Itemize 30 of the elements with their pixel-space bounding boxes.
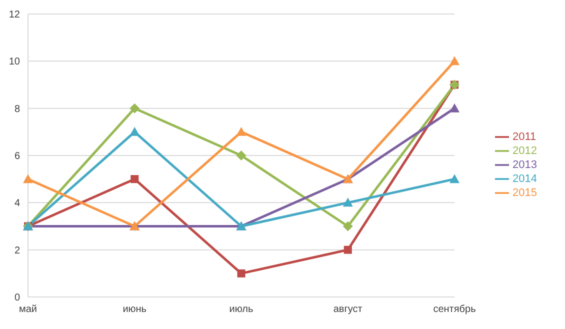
point [130,175,139,184]
point [344,246,352,254]
y-tick-label: 2 [14,245,20,256]
y-tick-label: 8 [14,104,20,115]
x-tick-label: сентябрь [433,304,476,316]
legend-label: 2014 [512,172,537,184]
legend-label: 2013 [512,158,537,170]
y-tick-label: 0 [14,292,20,304]
point [342,221,353,232]
point [237,269,246,278]
point [236,126,246,136]
x-tick-label: июль [229,304,254,316]
legend-label: 2011 [512,130,536,142]
x-tick-label: июнь [122,304,147,316]
x-tick-label: август [333,304,363,316]
y-tick-label: 6 [14,151,20,162]
y-tick-label: 10 [8,56,20,68]
point [23,174,33,184]
point [130,126,140,136]
x-tick-label: май [18,304,38,316]
legend-label: 2012 [512,144,537,156]
point [130,103,140,114]
point [450,103,460,112]
point [450,174,460,184]
point [342,198,353,207]
point [450,56,460,66]
y-tick-label: 4 [14,198,20,210]
point [236,150,246,160]
legend-label: 2015 [512,186,537,198]
y-tick-label: 12 [8,10,20,21]
